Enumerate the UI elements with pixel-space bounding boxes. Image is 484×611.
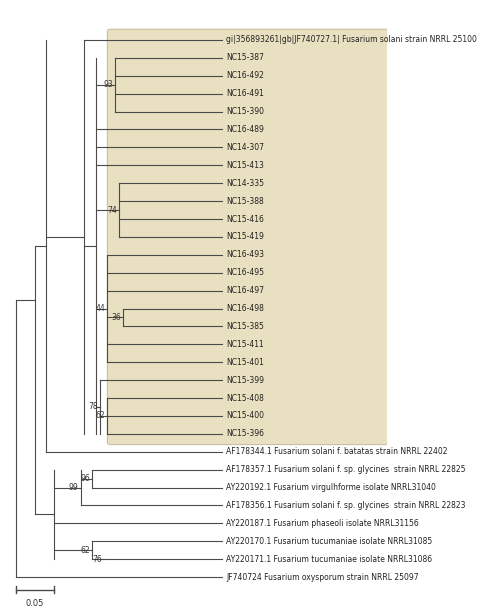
Text: NC15-388: NC15-388 — [226, 197, 264, 206]
Text: AY220192.1 Fusarium virgulhforme isolate NRRL31040: AY220192.1 Fusarium virgulhforme isolate… — [226, 483, 436, 492]
Text: gi|356893261|gb|JF740727.1| Fusarium solani strain NRRL 25100: gi|356893261|gb|JF740727.1| Fusarium sol… — [226, 35, 477, 45]
Text: 74: 74 — [107, 205, 117, 214]
Text: NC15-411: NC15-411 — [226, 340, 264, 349]
Text: 62: 62 — [96, 411, 106, 420]
Text: AF178357.1 Fusarium solani f. sp. glycines  strain NRRL 22825: AF178357.1 Fusarium solani f. sp. glycin… — [226, 465, 466, 474]
Text: NC14-335: NC14-335 — [226, 178, 264, 188]
Text: NC16-495: NC16-495 — [226, 268, 264, 277]
Text: NC15-400: NC15-400 — [226, 411, 264, 420]
Text: NC15-385: NC15-385 — [226, 322, 264, 331]
Text: 93: 93 — [104, 80, 113, 89]
Text: 76: 76 — [92, 555, 102, 564]
Text: 0.05: 0.05 — [26, 599, 44, 607]
Text: NC15-390: NC15-390 — [226, 107, 264, 116]
Text: JF740724 Fusarium oxysporum strain NRRL 25097: JF740724 Fusarium oxysporum strain NRRL … — [226, 573, 419, 582]
Text: 78: 78 — [88, 403, 98, 411]
Text: NC16-497: NC16-497 — [226, 286, 264, 295]
Text: 62: 62 — [80, 546, 90, 555]
Text: NC16-498: NC16-498 — [226, 304, 264, 313]
Text: AF178344.1 Fusarium solani f. batatas strain NRRL 22402: AF178344.1 Fusarium solani f. batatas st… — [226, 447, 447, 456]
Text: NC15-387: NC15-387 — [226, 53, 264, 62]
Text: NC15-399: NC15-399 — [226, 376, 264, 385]
Text: 96: 96 — [80, 474, 90, 483]
Text: AY220171.1 Fusarium tucumaniae isolate NRRL31086: AY220171.1 Fusarium tucumaniae isolate N… — [226, 555, 432, 564]
Text: NC15-419: NC15-419 — [226, 232, 264, 241]
Text: NC15-396: NC15-396 — [226, 430, 264, 438]
Text: AY220187.1 Fusarium phaseoli isolate NRRL31156: AY220187.1 Fusarium phaseoli isolate NRR… — [226, 519, 419, 528]
Text: 99: 99 — [69, 483, 79, 492]
Text: NC16-493: NC16-493 — [226, 251, 264, 259]
Text: NC15-401: NC15-401 — [226, 357, 264, 367]
Text: 44: 44 — [96, 304, 106, 313]
Text: NC16-492: NC16-492 — [226, 71, 264, 80]
FancyBboxPatch shape — [107, 29, 389, 445]
Text: AY220170.1 Fusarium tucumaniae isolate NRRL31085: AY220170.1 Fusarium tucumaniae isolate N… — [226, 537, 432, 546]
Text: NC16-491: NC16-491 — [226, 89, 264, 98]
Text: AF178356.1 Fusarium solani f. sp. glycines  strain NRRL 22823: AF178356.1 Fusarium solani f. sp. glycin… — [226, 501, 466, 510]
Text: NC14-307: NC14-307 — [226, 143, 264, 152]
Text: NC15-413: NC15-413 — [226, 161, 264, 170]
Text: NC15-408: NC15-408 — [226, 393, 264, 403]
Text: NC16-489: NC16-489 — [226, 125, 264, 134]
Text: NC15-416: NC15-416 — [226, 214, 264, 224]
Text: 36: 36 — [111, 313, 121, 322]
